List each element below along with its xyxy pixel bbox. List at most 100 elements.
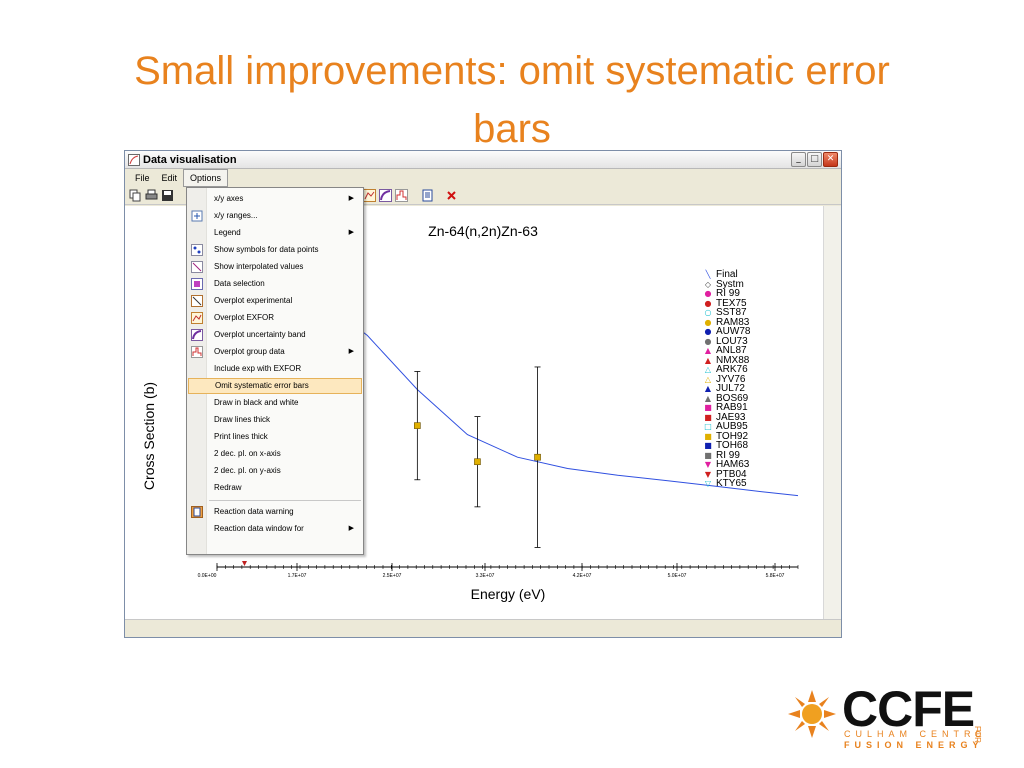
- legend-item: ▲ ANL87: [702, 346, 792, 356]
- menu-item-show-interpolated-values[interactable]: Show interpolated values: [188, 259, 362, 275]
- maximize-button[interactable]: □: [807, 152, 822, 167]
- legend-symbol-icon: ○: [704, 308, 712, 317]
- submenu-arrow-icon: ▶: [348, 195, 354, 202]
- legend-item: ● RI 99: [702, 289, 792, 299]
- menu-item-label: Overplot EXFOR: [214, 313, 275, 322]
- menu-item-include-exp-with-exfor[interactable]: Include exp with EXFOR: [188, 361, 362, 377]
- x-tick-label: 5.0E+07: [668, 573, 687, 579]
- menu-item-overplot-exfor[interactable]: Overplot EXFOR: [188, 310, 362, 326]
- legend-label: BOS69: [716, 392, 749, 404]
- legend-symbol-icon: □: [704, 422, 712, 431]
- overplot-exfor-icon[interactable]: [363, 189, 376, 202]
- legend-symbol-icon: ╲: [705, 270, 711, 279]
- legend-symbol-icon: ■: [704, 441, 712, 450]
- menu-item-data-selection[interactable]: Data selection: [188, 276, 362, 292]
- slide-title-line2: bars: [473, 107, 551, 151]
- menu-item-x-y-ranges[interactable]: x/y ranges...: [188, 208, 362, 224]
- title-bar[interactable]: Data visualisation _ □ ✕: [125, 151, 841, 169]
- menu-item-omit-systematic-error-bars[interactable]: Omit systematic error bars: [188, 378, 362, 394]
- ptb04-marker: [242, 561, 247, 566]
- close-button[interactable]: ✕: [823, 152, 838, 167]
- legend-symbol-icon: ■: [704, 412, 712, 422]
- x-tick-label: 2.5E+07: [383, 573, 402, 579]
- vertical-scrollbar[interactable]: [823, 206, 841, 620]
- menu-item-overplot-uncertainty-band[interactable]: Overplot uncertainty band: [188, 327, 362, 343]
- legend-label: LOU73: [716, 335, 748, 347]
- menu-item-draw-in-black-and-white[interactable]: Draw in black and white: [188, 395, 362, 411]
- menu-item-label: 2 dec. pl. on y-axis: [214, 466, 281, 475]
- menu-item-overplot-group-data[interactable]: Overplot group data ▶: [188, 344, 362, 360]
- minimize-button[interactable]: _: [791, 152, 806, 167]
- print-icon[interactable]: [145, 189, 158, 202]
- document-icon[interactable]: [421, 189, 434, 202]
- menu-item-2-dec-pl-on-y-axis[interactable]: 2 dec. pl. on y-axis: [188, 463, 362, 479]
- x-tick-label: 4.2E+07: [573, 573, 592, 579]
- legend-item: ■ TOH68: [702, 441, 792, 451]
- selection-icon: [191, 278, 203, 290]
- legend-item: ▽ KTY65: [702, 479, 792, 489]
- menu-file[interactable]: File: [135, 173, 150, 183]
- menu-item-label: Show symbols for data points: [214, 245, 319, 254]
- menu-item-overplot-experimental[interactable]: Overplot experimental: [188, 293, 362, 309]
- delete-icon[interactable]: [445, 189, 458, 202]
- legend-item: ◇ Systm: [702, 279, 792, 290]
- menu-item-legend[interactable]: Legend ▶: [188, 225, 362, 241]
- menu-item-label: Overplot experimental: [214, 296, 293, 305]
- legend-symbol-icon: ▼: [704, 469, 712, 479]
- x-tick-label: 3.3E+07: [476, 573, 495, 579]
- save-icon[interactable]: [161, 189, 174, 202]
- legend-label: AUW78: [716, 326, 751, 337]
- chart-legend: ╲ Final ◇ Systm ● RI 99 ● TEX75 ○ SST87 ● RAM83 ● AUW…: [702, 270, 792, 489]
- document-icon: [191, 506, 203, 518]
- data-point-toh92: [534, 453, 541, 461]
- menu-item-2-dec-pl-on-x-axis[interactable]: 2 dec. pl. on x-axis: [188, 446, 362, 462]
- legend-label: JYV76: [716, 373, 746, 385]
- menu-item-print-lines-thick[interactable]: Print lines thick: [188, 429, 362, 445]
- chart-title: Zn-64(n,2n)Zn-63: [428, 223, 538, 239]
- menu-item-reaction-data-warning[interactable]: Reaction data warning: [188, 504, 362, 520]
- symbols-icon: [191, 244, 203, 256]
- legend-label: Final: [716, 269, 738, 280]
- legend-symbol-icon: △: [704, 365, 712, 374]
- menu-item-x-y-axes[interactable]: x/y axes ▶: [188, 191, 362, 207]
- legend-item: ○ SST87: [702, 308, 792, 318]
- menu-item-reaction-data-window-for[interactable]: Reaction data window for ▶: [188, 521, 362, 537]
- menu-item-label: Draw in black and white: [214, 398, 299, 407]
- menu-options[interactable]: Options: [183, 169, 229, 187]
- submenu-arrow-icon: ▶: [348, 229, 354, 236]
- menu-item-show-symbols-for-data-points[interactable]: Show symbols for data points: [188, 242, 362, 258]
- final-curve: [336, 312, 799, 497]
- legend-label: JAE93: [716, 411, 746, 423]
- ccfe-logo: CCFE CULHAM CENTRE FUSION ENERGY FOR: [786, 681, 996, 754]
- legend-label: RAM83: [716, 316, 750, 328]
- legend-symbol-icon: ●: [704, 336, 712, 346]
- submenu-arrow-icon: ▶: [348, 525, 354, 532]
- menu-item-draw-lines-thick[interactable]: Draw lines thick: [188, 412, 362, 428]
- x-tick-label: 0.0E+00: [198, 573, 217, 579]
- logo-fusion-energy: FUSION ENERGY: [844, 740, 984, 750]
- legend-symbol-icon: ▲: [704, 384, 712, 393]
- legend-label: RI 99: [716, 288, 740, 299]
- x-tick-label: 1.7E+07: [288, 573, 307, 579]
- menu-item-redraw[interactable]: Redraw: [188, 480, 362, 496]
- logo-wordmark: CCFE: [842, 681, 975, 737]
- slide-title: Small improvements: omit systematic erro…: [40, 42, 984, 158]
- menu-item-label: Data selection: [214, 279, 265, 288]
- uncertainty-band-icon[interactable]: [379, 189, 392, 202]
- legend-label: RAB91: [716, 402, 748, 413]
- menu-edit[interactable]: Edit: [161, 173, 178, 183]
- legend-symbol-icon: ●: [704, 317, 712, 327]
- legend-item: □ AUB95: [702, 422, 792, 432]
- ccfe-sun-icon: [788, 690, 836, 738]
- legend-symbol-icon: ▲: [704, 393, 712, 403]
- legend-symbol-icon: ●: [704, 298, 712, 308]
- menu-item-label: Legend: [214, 228, 241, 237]
- copy-icon[interactable]: [129, 189, 142, 202]
- legend-symbol-icon: ◇: [704, 279, 712, 289]
- chart-app-icon: [128, 154, 140, 166]
- menu-item-label: Omit systematic error bars: [215, 381, 309, 390]
- options-menu: x/y axes ▶ x/y ranges... Legend ▶ Show symbol…: [186, 187, 364, 555]
- legend-item: ● AUW78: [702, 327, 792, 337]
- group-data-icon[interactable]: [395, 189, 408, 202]
- menu-item-label: Overplot uncertainty band: [214, 330, 306, 339]
